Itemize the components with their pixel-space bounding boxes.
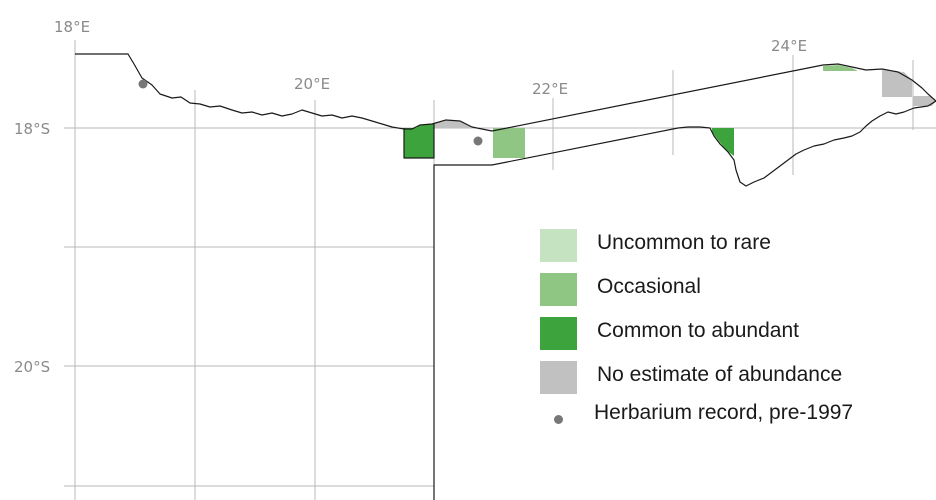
cell-no-estimate [434,120,476,128]
caprivi-north [491,63,936,132]
legend-swatch [540,229,577,262]
lat-label-18s: 18°S [14,120,50,138]
legend-label: Common to abundant [597,319,799,342]
lon-label-22e: 22°E [532,80,568,98]
herbarium-record-dot [473,136,483,146]
lon-label-24e: 24°E [771,37,807,55]
legend-label: No estimate of abundance [597,363,843,386]
graticule [64,40,936,500]
cell-common-to-abundant [404,128,434,158]
coordinate-labels: 18°E 20°E 22°E 24°E 18°S 20°S [14,18,807,376]
legend-label: Herbarium record, pre-1997 [594,401,854,424]
lon-label-20e: 20°E [294,75,330,93]
abundance-cells [404,65,936,158]
herbarium-record-dot [138,79,148,89]
angola-border-east [403,124,435,159]
legend-swatch [540,273,577,306]
herbarium-records [138,79,483,146]
country-outline [75,53,936,500]
cell-common-to-abundant-east [712,128,734,156]
herbarium-dot-icon [554,415,563,424]
cell-occasional-north [823,65,858,71]
legend-label: Occasional [597,275,701,298]
legend-swatch [540,317,577,350]
chobe-south [677,100,936,187]
cell-no-estimate-tip [913,96,936,106]
cell-occasional [493,128,525,158]
lon-label-18e: 18°E [54,18,90,36]
caprivi-south [433,127,679,500]
legend-label: Uncommon to rare [597,231,771,254]
legend-swatch [540,361,577,394]
cell-no-estimate-east [882,70,912,97]
northern-border [75,53,493,132]
lat-label-20s: 20°S [14,358,50,376]
